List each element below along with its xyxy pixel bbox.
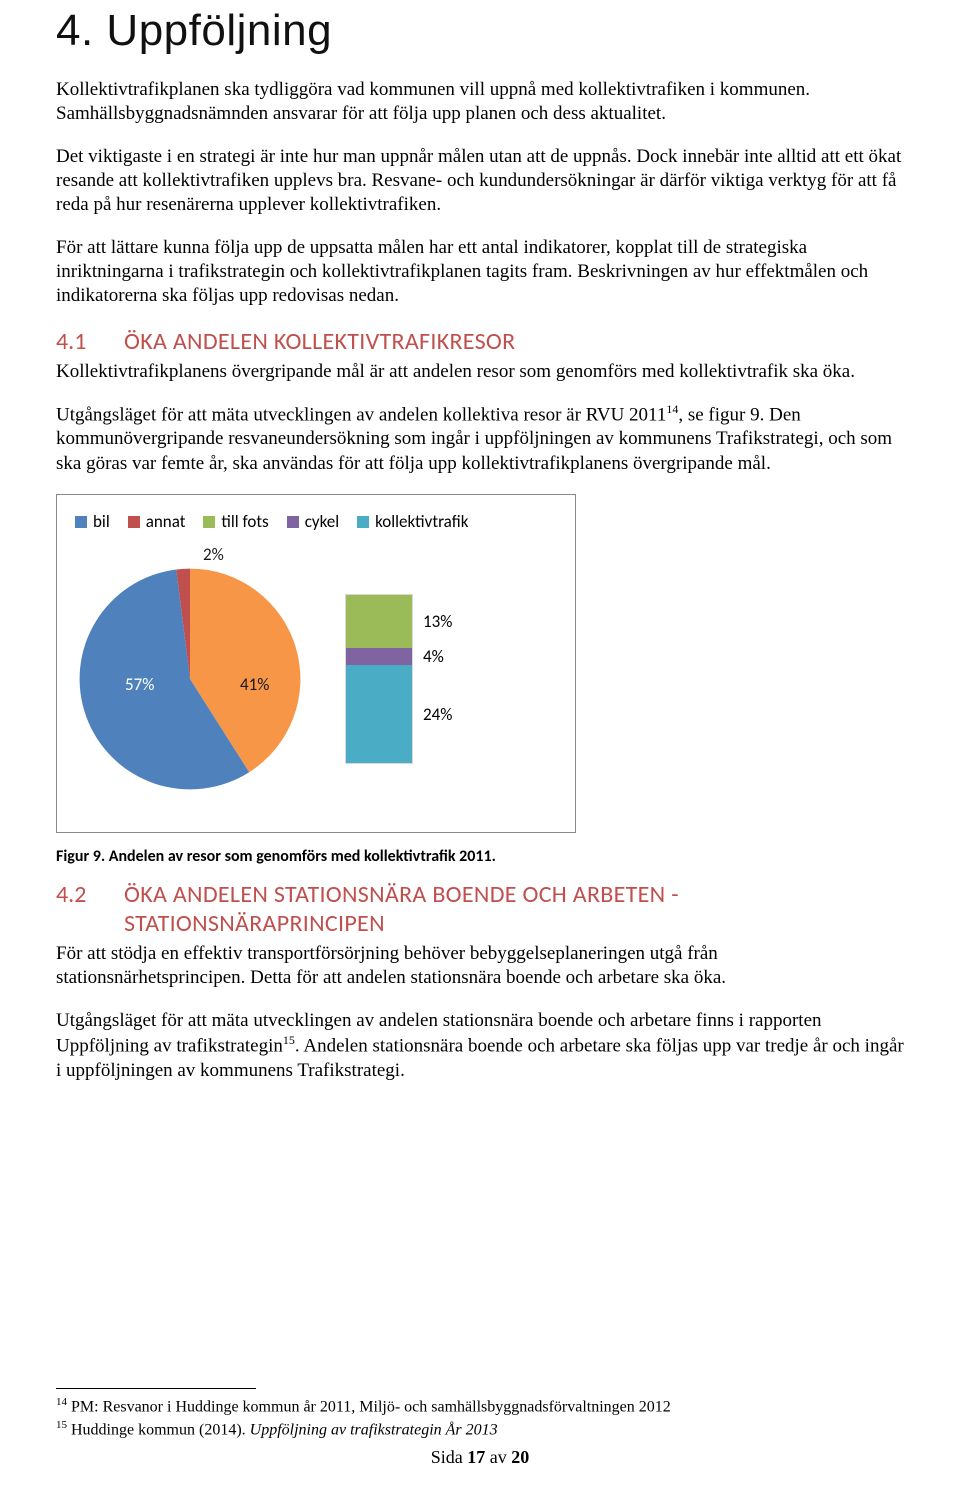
paragraph: Kollektivtrafikplanen ska tydliggöra vad… [56,78,904,127]
footnote-text: PM: Resvanor i Huddinge kommun år 2011, … [67,1398,671,1415]
page-footer-text: Sida [431,1447,468,1467]
legend-item-kollektivtrafik: kollektivtrafik [357,511,468,532]
text-run: Utgångsläget för att mäta utvecklingen a… [56,404,666,425]
legend-label: kollektivtrafik [375,511,468,532]
pie-label-annat: 2% [203,544,224,565]
footnote-15: 15 Huddinge kommun (2014). Uppföljning a… [56,1418,904,1441]
footnote-text-italic: Uppföljning av trafikstrategin År 2013 [250,1421,498,1438]
pie-svg [75,564,305,794]
legend-item-cykel: cykel [287,511,339,532]
subsection-heading: 4.1 ÖKA ANDELEN KOLLEKTIVTRAFIKRESOR [56,327,904,356]
bar-segment-kollektivtrafik [346,665,412,763]
legend-swatch [203,516,215,528]
page-footer: Sida 17 av 20 [56,1447,904,1468]
legend-item-annat: annat [128,511,186,532]
subsection-title: ÖKA ANDELEN KOLLEKTIVTRAFIKRESOR [124,327,515,356]
legend-swatch [287,516,299,528]
figure-caption: Figur 9. Andelen av resor som genomförs … [56,847,904,866]
page-number-current: 17 [467,1447,485,1467]
bar-label-till fots: 13% [423,611,452,632]
paragraph: Utgångsläget för att mäta utvecklingen a… [56,1009,904,1083]
footnote-text: Huddinge kommun (2014). [67,1421,250,1438]
legend-swatch [75,516,87,528]
footnote-ref: 15 [283,1033,295,1047]
pie-chart [75,564,305,794]
paragraph: För att stödja en effektiv transportförs… [56,942,904,991]
legend-label: cykel [305,511,339,532]
legend-item-bil: bil [75,511,110,532]
footnote-rule [56,1388,256,1389]
paragraph: Utgångsläget för att mäta utvecklingen a… [56,402,904,476]
footnotes: 14 PM: Resvanor i Huddinge kommun år 201… [56,1388,904,1468]
subsection-heading: 4.2 ÖKA ANDELEN STATIONSNÄRA BOENDE OCH … [56,880,904,938]
bar-segment-cykel [346,648,412,664]
legend-label: annat [146,511,186,532]
paragraph: För att lättare kunna följa upp de uppsa… [56,236,904,309]
subsection-title: ÖKA ANDELEN STATIONSNÄRA BOENDE OCH ARBE… [124,880,904,938]
pie-label-other: 41% [240,674,269,695]
subsection-number: 4.1 [56,327,100,356]
section-title: 4. Uppföljning [56,6,904,56]
page-number-total: 20 [511,1447,529,1467]
pie-label-bil: 57% [125,674,154,695]
bar-label-kollektivtrafik: 24% [423,704,452,725]
paragraph: Det viktigaste i en strategi är inte hur… [56,145,904,218]
legend-swatch [128,516,140,528]
legend-label: bil [93,511,110,532]
legend-label: till fots [221,511,268,532]
footnote-marker: 15 [56,1419,67,1431]
legend-item-till-fots: till fots [203,511,268,532]
footnote-14: 14 PM: Resvanor i Huddinge kommun år 201… [56,1395,904,1418]
bar-label-cykel: 4% [423,646,444,667]
chart-area: 57% 41% 2% 13% 4% 24% [75,544,535,814]
chart-legend: bil annat till fots cykel kollektivtrafi… [75,511,557,532]
document-page: 4. Uppföljning Kollektivtrafikplanen ska… [0,6,960,1496]
stacked-bar [345,594,413,764]
footnote-ref: 14 [666,402,678,416]
legend-swatch [357,516,369,528]
chart-frame: bil annat till fots cykel kollektivtrafi… [56,494,576,833]
footnote-marker: 14 [56,1396,67,1408]
page-footer-text: av [485,1447,511,1467]
bar-segment-till fots [346,595,412,648]
paragraph: Kollektivtrafikplanens övergripande mål … [56,360,904,384]
subsection-number: 4.2 [56,880,100,909]
